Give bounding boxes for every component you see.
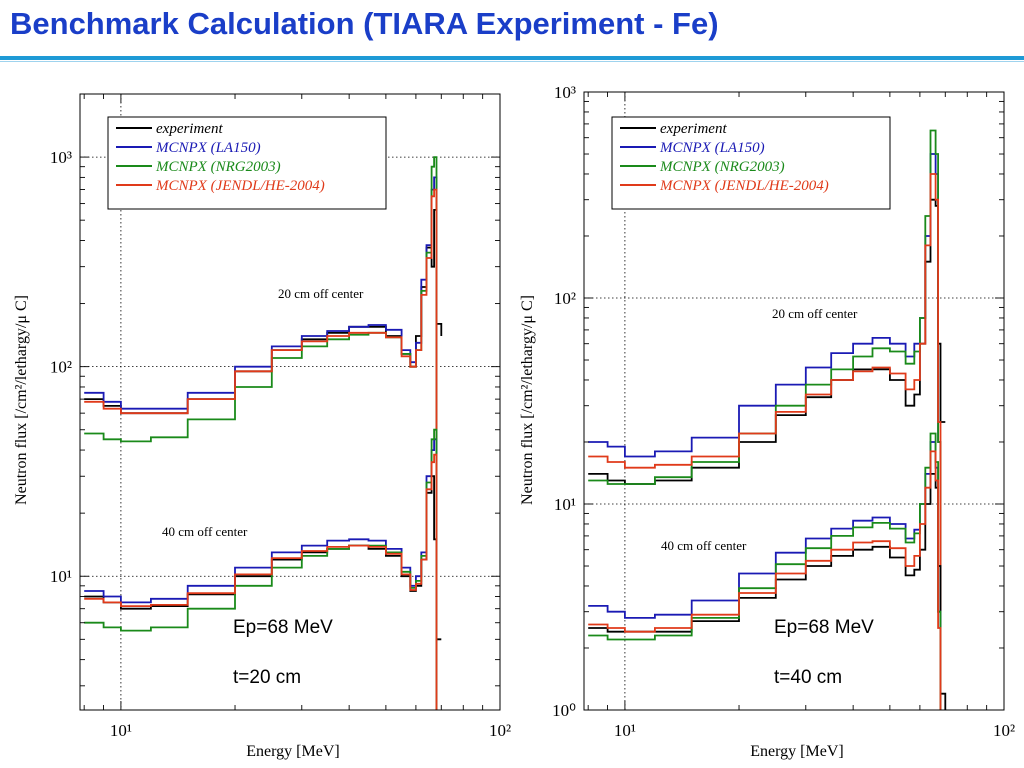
group-label-20cm: 20 cm off center: [278, 286, 364, 301]
y-tick-label-2: 10³: [50, 148, 72, 167]
annotation-proton-energy: Ep=68 MeV: [233, 617, 333, 638]
series-mcnpx-jendl-he-2004-g1: [84, 453, 438, 710]
x-tick-label-1: 10²: [489, 721, 511, 740]
title-underline: [0, 56, 1024, 60]
chart-ticks: [584, 91, 1005, 711]
chart-ticks: [80, 93, 501, 710]
y-axis-label: Neutron flux [/cm²/lethargy/μ C]: [519, 295, 536, 505]
y-tick-label-1: 10¹: [554, 495, 576, 514]
series-experiment-g0: [588, 198, 946, 485]
x-axis-label: Energy [MeV]: [750, 743, 843, 760]
series-mcnpx-la150-g1: [588, 441, 942, 710]
annotation-proton-energy: Ep=68 MeV: [774, 617, 874, 638]
legend-entry-mcnpx-jendl-he-2004: MCNPX (JENDL/HE-2004): [659, 178, 829, 194]
legend-entry-mcnpx-nrg2003: MCNPX (NRG2003): [155, 159, 281, 175]
series-experiment-g1: [588, 473, 947, 710]
series-mcnpx-jendl-he-2004-g0: [84, 188, 438, 710]
plot-frame: [583, 91, 1005, 711]
series-mcnpx-la150-g0: [588, 153, 942, 710]
y-tick-label-3: 10³: [554, 83, 576, 102]
tick-labels: 10¹ 10² 10⁰ 10¹ 10² 10³: [552, 83, 1015, 740]
legend-entry-mcnpx-la150: MCNPX (LA150): [155, 140, 261, 156]
y-tick-label-0: 10⁰: [552, 701, 576, 720]
slide-title: Benchmark Calculation (TIARA Experiment …: [10, 6, 719, 41]
chart-grid: [584, 92, 1004, 710]
series-mcnpx-nrg2003-g0: [588, 129, 942, 710]
legend-entry-mcnpx-la150: MCNPX (LA150): [659, 140, 765, 156]
legend-box: [107, 116, 387, 210]
group-label-40cm: 40 cm off center: [661, 538, 747, 553]
y-tick-label-0: 10¹: [50, 567, 72, 586]
group-label-20cm: 20 cm off center: [772, 306, 858, 321]
title-underline-light: [0, 61, 1024, 62]
x-tick-label-0: 10¹: [110, 721, 132, 740]
chart-legend: experiment MCNPX (LA150) MCNPX (NRG2003) MC…: [107, 116, 387, 210]
series-mcnpx-jendl-he-2004-g1: [588, 450, 942, 710]
x-axis-label: Energy [MeV]: [246, 743, 339, 760]
y-tick-label-1: 10²: [50, 358, 72, 377]
legend-entry-mcnpx-nrg2003: MCNPX (NRG2003): [659, 159, 785, 175]
annotation-thickness: t=40 cm: [774, 667, 842, 688]
legend-entry-mcnpx-jendl-he-2004: MCNPX (JENDL/HE-2004): [155, 178, 325, 194]
legend-box: [611, 116, 891, 210]
group-label-40cm: 40 cm off center: [162, 524, 248, 539]
chart-legend: experiment MCNPX (LA150) MCNPX (NRG2003) MC…: [611, 116, 891, 210]
y-axis-label: Neutron flux [/cm²/lethargy/μ C]: [13, 295, 30, 505]
y-tick-label-2: 10²: [554, 289, 576, 308]
chart-series: [588, 129, 947, 710]
chart-series: [84, 156, 443, 710]
series-mcnpx-jendl-he-2004-g0: [588, 173, 942, 710]
plot-frame: [79, 93, 501, 711]
chart-left-20cm: 10¹ 10² 10¹ 10² 10³ Energy [MeV] Neutron flu…: [13, 93, 511, 760]
x-tick-label-1: 10²: [993, 721, 1015, 740]
tick-labels: 10¹ 10² 10¹ 10² 10³: [50, 148, 511, 740]
annotation-thickness: t=20 cm: [233, 667, 301, 688]
x-tick-label-0: 10¹: [614, 721, 636, 740]
legend-entry-experiment: experiment: [156, 121, 223, 137]
legend-entry-experiment: experiment: [660, 121, 727, 137]
series-mcnpx-nrg2003-g1: [588, 432, 942, 710]
